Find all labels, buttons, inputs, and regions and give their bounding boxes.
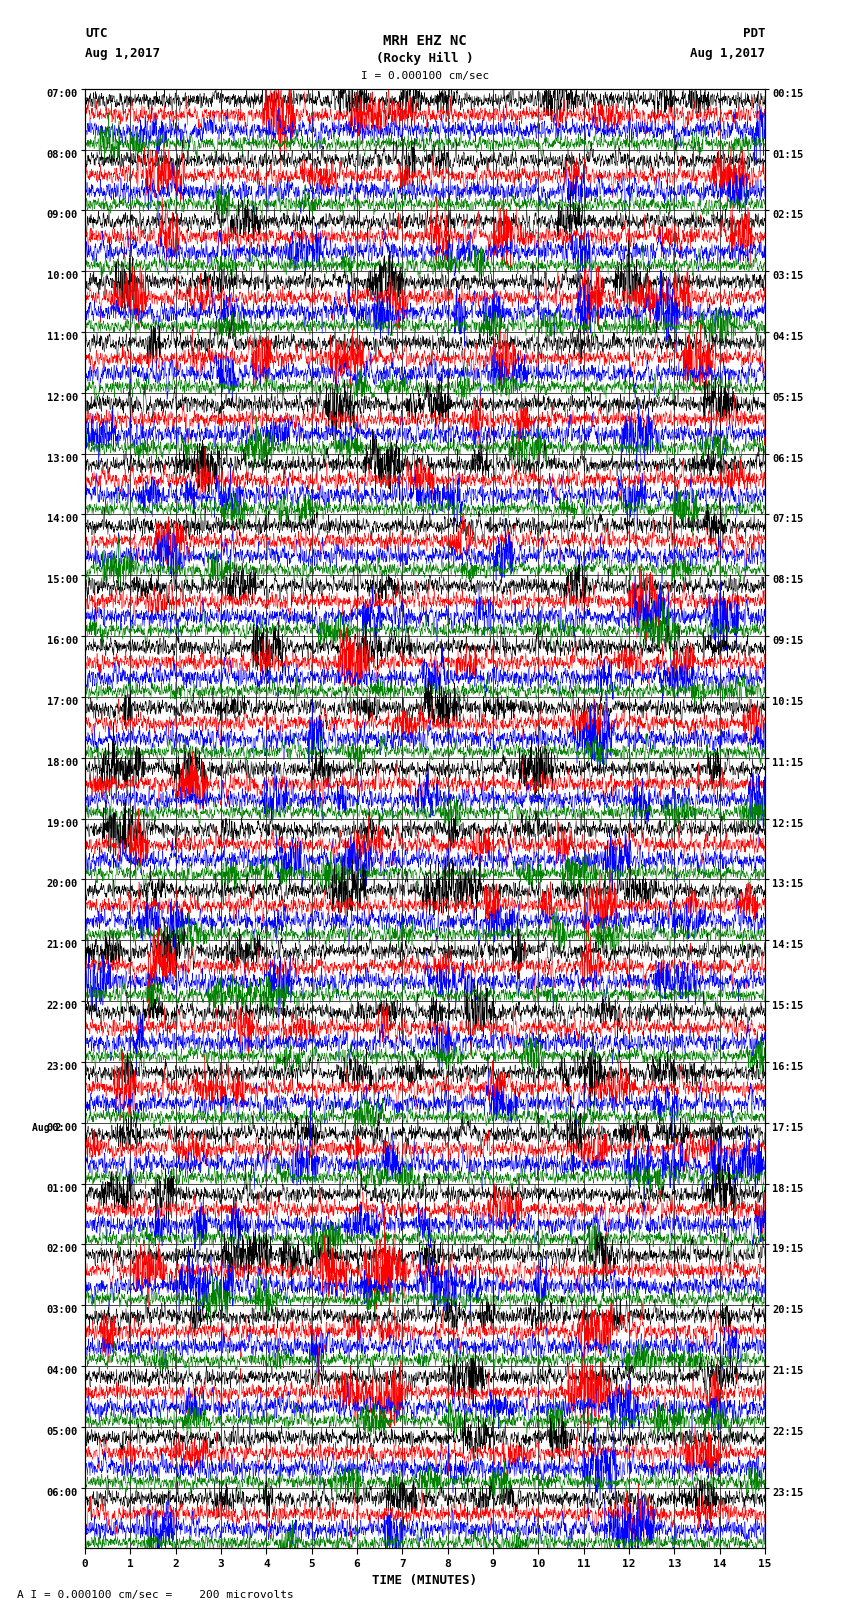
- Text: PDT: PDT: [743, 27, 765, 40]
- Text: Aug 1,2017: Aug 1,2017: [85, 47, 160, 60]
- Text: MRH EHZ NC: MRH EHZ NC: [383, 34, 467, 48]
- Text: Aug 2: Aug 2: [32, 1123, 61, 1132]
- Text: A I = 0.000100 cm/sec =    200 microvolts: A I = 0.000100 cm/sec = 200 microvolts: [17, 1590, 294, 1600]
- X-axis label: TIME (MINUTES): TIME (MINUTES): [372, 1574, 478, 1587]
- Text: (Rocky Hill ): (Rocky Hill ): [377, 52, 473, 65]
- Text: UTC: UTC: [85, 27, 107, 40]
- Text: I = 0.000100 cm/sec: I = 0.000100 cm/sec: [361, 71, 489, 81]
- Text: Aug 1,2017: Aug 1,2017: [690, 47, 765, 60]
